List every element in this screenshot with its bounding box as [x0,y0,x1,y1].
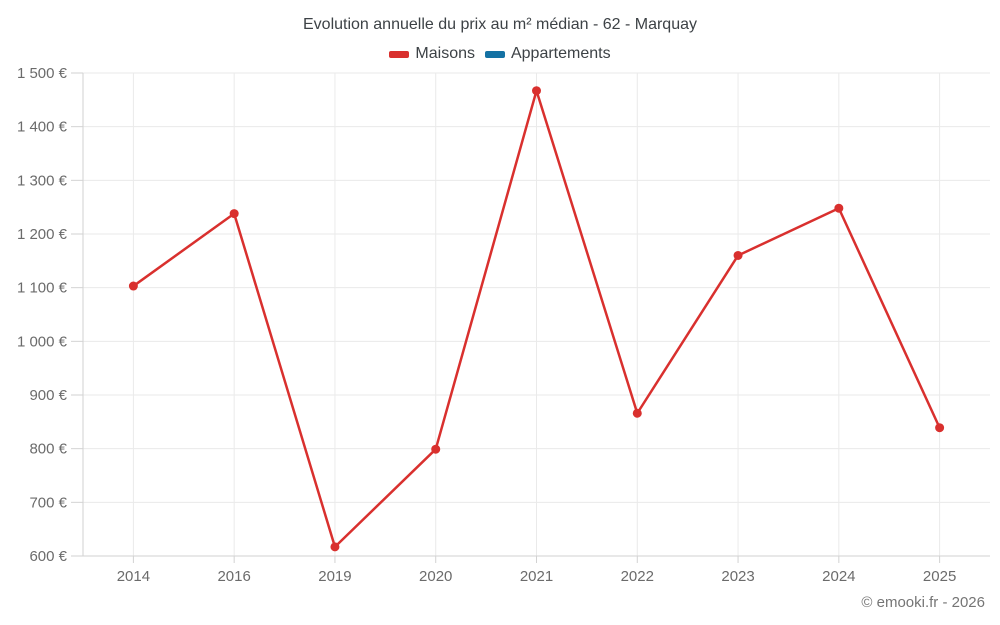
legend-item-maisons[interactable]: Maisons [389,45,475,63]
chart-legend: Maisons Appartements [0,45,1000,63]
x-tick-label: 2020 [419,568,452,585]
legend-label-maisons: Maisons [415,45,475,62]
data-point-maisons-2019[interactable] [330,542,340,552]
y-tick-label: 1 000 € [17,333,68,350]
y-tick-label: 1 200 € [17,226,68,243]
data-point-maisons-2022[interactable] [632,408,642,418]
x-tick-label: 2022 [621,568,654,585]
copyright-watermark: © emooki.fr - 2026 [861,594,985,611]
chart-title: Evolution annuelle du prix au m² médian … [303,16,697,33]
data-point-maisons-2021[interactable] [532,86,541,96]
y-tick-label: 1 300 € [17,172,68,189]
x-tick-label: 2025 [923,568,956,585]
data-point-maisons-2016[interactable] [229,209,239,219]
data-point-maisons-2024[interactable] [834,203,844,213]
y-tick-label: 700 € [29,494,67,511]
legend-swatch-maisons [389,50,410,58]
legend-item-appartements[interactable]: Appartements [484,45,611,63]
x-tick-label: 2016 [217,568,250,585]
y-tick-label: 800 € [29,441,67,458]
y-tick-label: 900 € [29,387,67,404]
data-point-maisons-2014[interactable] [128,281,138,291]
y-tick-label: 1 500 € [17,65,68,82]
y-tick-label: 600 € [29,548,67,565]
legend-swatch-appartements [484,50,505,58]
data-point-maisons-2023[interactable] [733,250,743,260]
y-tick-label: 1 400 € [17,119,68,136]
legend-label-appartements: Appartements [510,45,611,62]
data-point-maisons-2020[interactable] [431,444,441,454]
x-tick-label: 2021 [520,568,553,585]
y-tick-label: 1 100 € [17,280,68,297]
x-tick-label: 2019 [318,568,351,585]
x-tick-label: 2024 [822,568,855,585]
data-point-maisons-2025[interactable] [935,423,945,433]
x-tick-label: 2023 [721,568,754,585]
x-tick-label: 2014 [117,568,150,585]
